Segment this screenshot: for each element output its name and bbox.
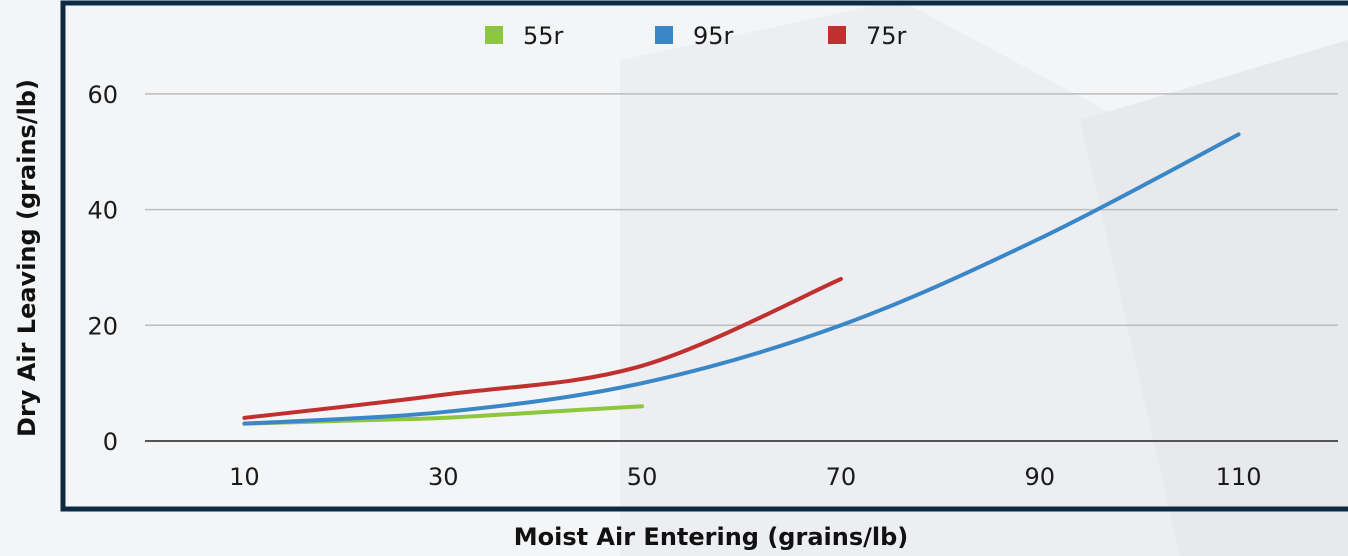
- legend-label-75r: 75r: [866, 22, 907, 50]
- y-tick-label: 60: [87, 81, 118, 109]
- y-tick-label: 20: [87, 312, 118, 340]
- legend-swatch-75r: [828, 26, 846, 44]
- y-tick-label: 40: [87, 197, 118, 225]
- x-tick-label: 110: [1216, 463, 1262, 491]
- x-tick-label: 70: [826, 463, 857, 491]
- legend-label-95r: 95r: [693, 22, 734, 50]
- x-tick-label: 10: [229, 463, 260, 491]
- x-axis-title: Moist Air Entering (grains/lb): [514, 523, 909, 551]
- y-tick-label: 0: [103, 428, 118, 456]
- grid-lines: [145, 93, 1338, 442]
- x-tick-label: 50: [627, 463, 658, 491]
- legend: 55r 95r 75r: [485, 22, 907, 50]
- legend-swatch-95r: [655, 26, 673, 44]
- legend-label-55r: 55r: [523, 22, 564, 50]
- series-line-75r: [242, 277, 843, 420]
- x-axis-ticks: 10 30 50 70 90 110: [229, 463, 1261, 491]
- legend-swatch-55r: [485, 26, 503, 44]
- series-lines: [242, 132, 1241, 426]
- x-tick-label: 90: [1024, 463, 1055, 491]
- chart-frame: [60, 0, 1348, 512]
- series-line-95r: [242, 132, 1241, 426]
- y-axis-title: Dry Air Leaving (grains/lb): [13, 79, 41, 437]
- y-axis-ticks: 0 20 40 60: [87, 81, 118, 456]
- x-tick-label: 30: [428, 463, 459, 491]
